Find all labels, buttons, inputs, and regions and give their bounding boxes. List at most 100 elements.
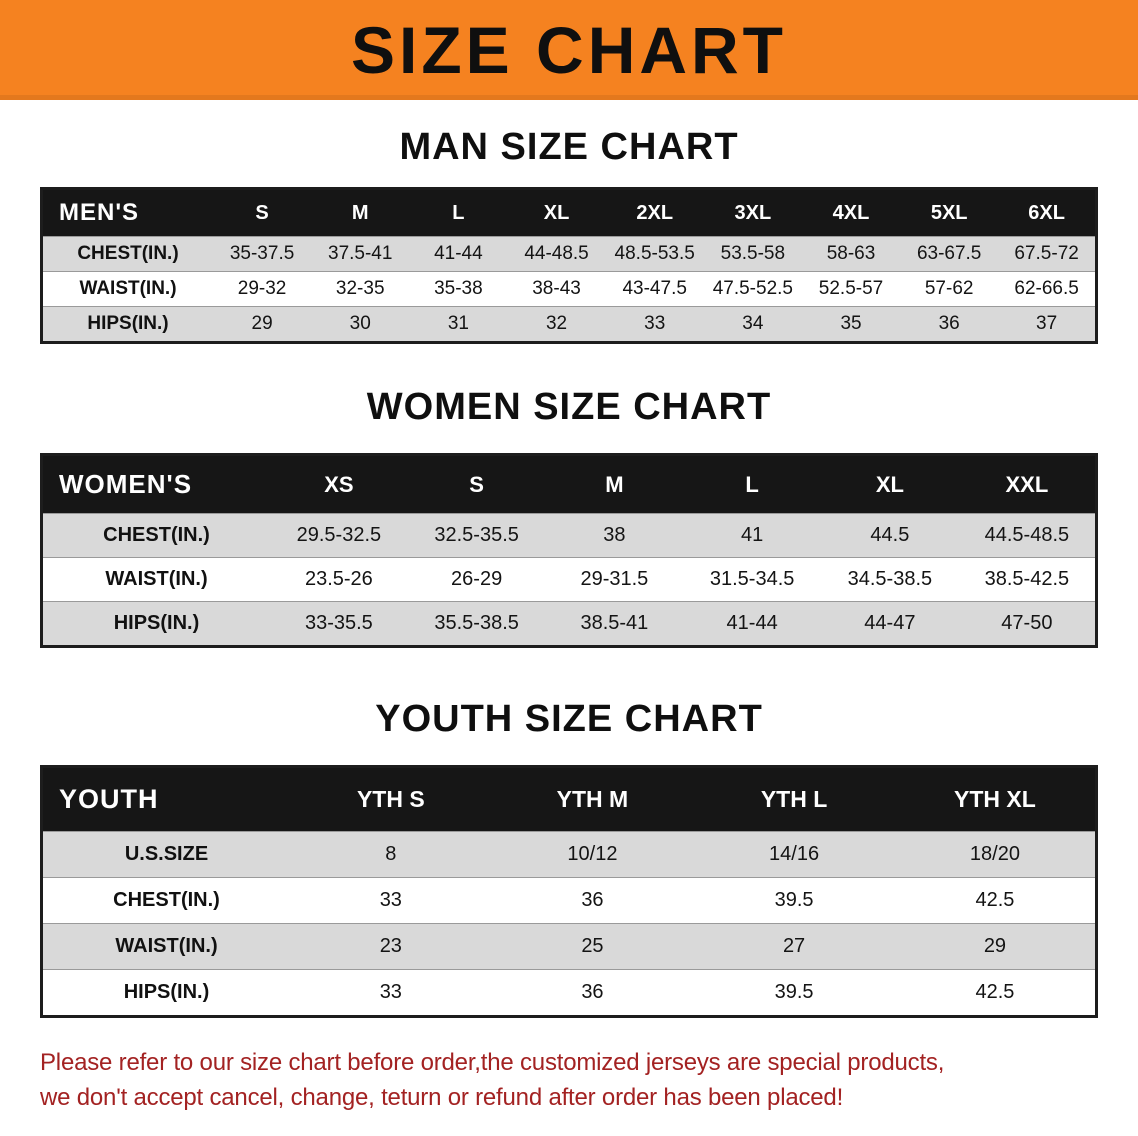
size-value-cell: 41 (741, 524, 764, 546)
size-value-cell: 8 (385, 843, 397, 865)
measurement-row: HIPS(IN.) 33 36 39.5 42.5 (41, 969, 1097, 1017)
row-label: HIPS(IN.) (113, 612, 200, 634)
size-value-cell: 23.5-26 (304, 568, 373, 590)
size-value-cell: 38 (603, 524, 626, 546)
size-value-cell: 47-50 (1001, 612, 1053, 634)
size-value-cell: 32.5-35.5 (434, 524, 519, 546)
size-value-cell: 35-37.5 (229, 243, 295, 264)
disclaimer-line-1: Please refer to our size chart before or… (40, 1049, 945, 1076)
table-title-cell: YOUTH (41, 766, 290, 832)
size-value-cell: 38-43 (532, 278, 581, 299)
size-value-cell: 37.5-41 (328, 243, 393, 264)
size-value-cell: 31 (447, 313, 469, 334)
size-value-cell: 33 (379, 889, 402, 911)
size-value-cell: 36 (938, 313, 960, 334)
size-column-header: M (545, 454, 684, 514)
size-value-cell: 41-44 (434, 243, 483, 264)
page-title: SIZE CHART (351, 13, 787, 87)
row-label: HIPS(IN.) (123, 981, 210, 1003)
size-value-cell: 39.5 (774, 889, 814, 911)
size-value-cell: 10/12 (567, 843, 618, 865)
measurement-row: CHEST(IN.) 29.5-32.5 32.5-35.5 38 41 44.5 44.5… (41, 513, 1097, 558)
size-value-cell: 25 (581, 935, 604, 957)
measurement-row: U.S.SIZE 8 10/12 14/16 18/20 (41, 831, 1097, 878)
size-value-cell: 29 (983, 935, 1007, 957)
size-value-cell: 31.5-34.5 (709, 568, 795, 590)
size-column-header: XL (821, 454, 959, 514)
size-value-cell: 53.5-58 (720, 243, 786, 264)
table-title-cell: WOMEN'S (41, 454, 270, 514)
measurement-row: CHEST(IN.) 35-37.5 37.5-41 41-44 44-48.5 48.5… (41, 236, 1097, 272)
size-value-cell: 29 (251, 313, 273, 334)
size-value-cell: 41-44 (726, 612, 778, 634)
measurement-row: HIPS(IN.) 33-35.5 35.5-38.5 38.5-41 41-44 44-… (41, 601, 1097, 647)
size-column-header: L (409, 188, 508, 237)
youth-section: YOUTH SIZE CHART YOUTH YTH S YTH M YTH L YTH… (0, 698, 1138, 1018)
row-label: WAIST(IN.) (79, 278, 177, 299)
men-section-heading: MAN SIZE CHART (399, 126, 739, 168)
size-value-cell: 42.5 (975, 981, 1015, 1003)
size-value-cell: 62-66.5 (1014, 278, 1079, 299)
row-label: CHEST(IN.) (77, 243, 179, 264)
size-column-header: 2XL (605, 188, 704, 237)
size-value-cell: 32-35 (335, 278, 385, 299)
size-value-cell: 29-31.5 (580, 568, 649, 590)
size-value-cell: 47.5-52.5 (712, 278, 793, 299)
table-header-row: MEN'S S M L XL 2XL 3XL 4XL 5XL 6XL (41, 188, 1097, 237)
size-value-cell: 43-47.5 (622, 278, 687, 299)
size-value-cell: 58-63 (826, 243, 876, 264)
size-column-header: M (311, 188, 410, 237)
table-header-row: YOUTH YTH S YTH M YTH L YTH XL (41, 766, 1097, 832)
size-value-cell: 18/20 (969, 843, 1020, 865)
size-column-header: YTH S (290, 766, 492, 832)
size-column-header: 6XL (998, 188, 1097, 237)
size-value-cell: 32 (545, 313, 568, 334)
size-value-cell: 23 (379, 935, 402, 957)
size-value-cell: 39.5 (774, 981, 814, 1003)
row-label: WAIST(IN.) (115, 935, 218, 957)
youth-size-table: YOUTH YTH S YTH M YTH L YTH XL U.S.SIZE 8 10/12… (40, 765, 1098, 1018)
size-value-cell: 38.5-42.5 (984, 568, 1070, 590)
size-value-cell: 29.5-32.5 (296, 524, 382, 546)
measurement-row: WAIST(IN.) 23.5-26 26-29 29-31.5 31.5-34.5 34… (41, 557, 1097, 602)
size-value-cell: 26-29 (451, 568, 503, 590)
row-label: WAIST(IN.) (105, 568, 208, 590)
row-label: CHEST(IN.) (103, 524, 210, 546)
size-value-cell: 14/16 (769, 843, 820, 865)
size-value-cell: 67.5-72 (1014, 243, 1079, 264)
row-label: CHEST(IN.) (113, 889, 220, 911)
size-value-cell: 33 (644, 313, 666, 334)
size-column-header: XXL (958, 454, 1097, 514)
size-value-cell: 35.5-38.5 (434, 612, 519, 634)
youth-section-heading: YOUTH SIZE CHART (375, 698, 763, 740)
row-label: U.S.SIZE (124, 843, 209, 865)
measurement-row: CHEST(IN.) 33 36 39.5 42.5 (41, 877, 1097, 924)
row-label: HIPS(IN.) (87, 313, 169, 334)
size-value-cell: 33-35.5 (304, 612, 373, 634)
measurement-row: WAIST(IN.) 29-32 32-35 35-38 38-43 43-47.5 47.… (41, 271, 1097, 307)
size-column-header: S (213, 188, 312, 237)
size-value-cell: 44.5 (870, 524, 910, 546)
men-section: MAN SIZE CHART MEN'S S M L XL 2XL 3XL 4XL 5XL 6XL… (0, 126, 1138, 344)
women-section-heading: WOMEN SIZE CHART (366, 386, 772, 428)
women-section: WOMEN SIZE CHART WOMEN'S XS S M L XL XXL CHEST(… (0, 386, 1138, 648)
size-column-header: XS (270, 454, 408, 514)
size-value-cell: 30 (349, 313, 371, 334)
size-value-cell: 29-32 (237, 278, 287, 299)
size-column-header: 3XL (703, 188, 802, 237)
table-title-cell: MEN'S (41, 188, 213, 237)
size-value-cell: 27 (782, 935, 806, 957)
size-value-cell: 57-62 (924, 278, 974, 299)
size-value-cell: 42.5 (975, 889, 1015, 911)
size-value-cell: 33 (379, 981, 402, 1003)
size-value-cell: 44.5-48.5 (984, 524, 1070, 546)
size-value-cell: 34.5-38.5 (847, 568, 933, 590)
size-chart-banner: SIZE CHART (0, 0, 1138, 100)
size-value-cell: 38.5-41 (580, 612, 649, 634)
measurement-row: HIPS(IN.) 29 30 31 32 33 34 35 36 37 (41, 306, 1097, 343)
size-value-cell: 37 (1036, 313, 1058, 334)
size-column-header: S (407, 454, 546, 514)
size-value-cell: 44-48.5 (524, 243, 589, 264)
men-size-table: MEN'S S M L XL 2XL 3XL 4XL 5XL 6XL CHEST(IN.) 35-37… (40, 187, 1098, 344)
disclaimer-line-2: we don't accept cancel, change, teturn o… (40, 1083, 844, 1111)
